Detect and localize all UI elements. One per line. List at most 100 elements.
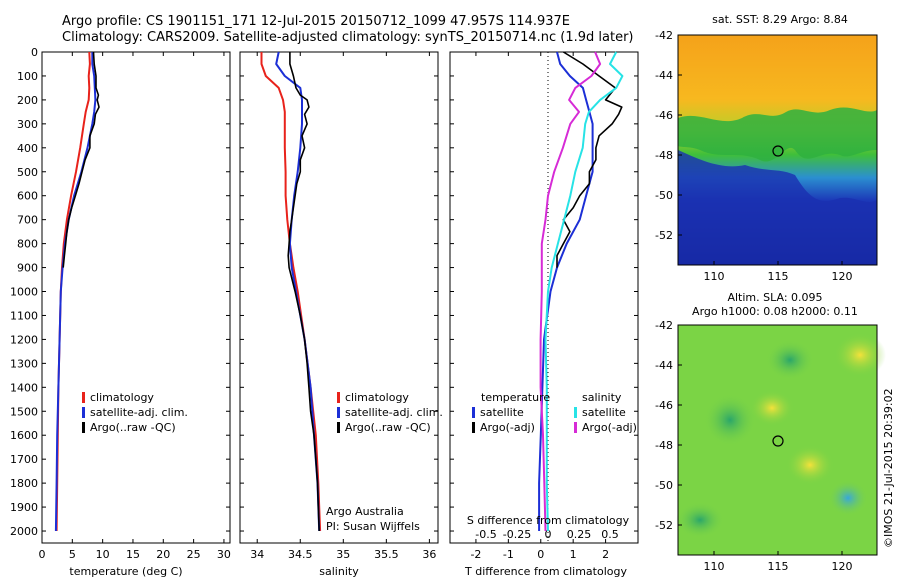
sla-low-anomaly (766, 340, 814, 380)
latitude-tick-label: -50 (655, 479, 673, 492)
legend-swatch-argo (82, 422, 85, 433)
legend-swatch-climatology (82, 392, 85, 403)
depth-tick-label: 1700 (10, 453, 38, 466)
x-tick-label: 0 (39, 548, 46, 561)
depth-tick-label: 1500 (10, 405, 38, 418)
sla-high-anomaly (786, 445, 834, 485)
legend-swatch-t-satellite (472, 407, 475, 418)
latitude-tick-label: -46 (655, 109, 673, 122)
sla-map-title-line1: Altim. SLA: 0.095 (727, 291, 822, 304)
longitude-tick-label: 110 (704, 560, 725, 573)
credit-organisation: Argo Australia (326, 505, 404, 518)
argo-position-marker (772, 435, 784, 447)
map-axis-ticks: -42 -44 -46 -48 -50 -52 110 115 120 -42 -44 -46 -48 -… (655, 29, 852, 573)
longitude-tick-label: 120 (832, 270, 853, 283)
legend-label-satellite: satellite-adj. clim. (90, 406, 188, 419)
latitude-tick-label: -52 (655, 519, 673, 532)
s-difference-tick-label: 0.5 (601, 528, 619, 541)
depth-tick-label: 2000 (10, 525, 38, 538)
series-line-satellite-adj-clim- (275, 51, 321, 532)
legend-swatch-s-argo (574, 422, 577, 433)
legend-header-salinity: salinity (582, 391, 622, 404)
sst-cold-water (678, 150, 877, 265)
depth-tick-label: 500 (17, 166, 38, 179)
series-line-salinity-satellite (544, 51, 624, 532)
s-difference-tick-label: 0.25 (567, 528, 592, 541)
x-tick-label: 34 (250, 548, 264, 561)
figure-title-line1: Argo profile: CS 1901151_171 12-Jul-2015… (62, 14, 571, 29)
x-tick-label: 5 (69, 548, 76, 561)
legend-label-climatology: climatology (90, 391, 154, 404)
depth-tick-label: 1000 (10, 286, 38, 299)
s-difference-axis-label: S difference from climatology (467, 514, 630, 527)
depth-tick-label: 1400 (10, 381, 38, 394)
salinity-legend: climatology satellite-adj. clim. Argo(..… (337, 391, 443, 434)
x-tick-label: -1 (503, 548, 514, 561)
sla-high-anomaly (750, 390, 794, 426)
latitude-tick-label: -44 (655, 359, 673, 372)
sla-low-anomaly (828, 480, 868, 516)
latitude-tick-label: -48 (655, 439, 673, 452)
copyright-stamp: ©IMOS 21-Jul-2015 20:39:02 (882, 388, 895, 548)
temperature-legend: climatology satellite-adj. clim. Argo(..… (82, 391, 188, 434)
legend-label-argo: Argo(..raw -QC) (345, 421, 431, 434)
sla-low-anomaly (704, 394, 756, 446)
x-tick-label: 15 (126, 548, 140, 561)
sla-low-anomaly (676, 502, 724, 538)
x-tick-label: 34.5 (288, 548, 313, 561)
argo-position-marker (772, 145, 784, 157)
x-tick-label: 35 (336, 548, 350, 561)
x-tick-label: 35.5 (374, 548, 399, 561)
x-tick-label: 20 (156, 548, 170, 561)
depth-tick-label: 1600 (10, 429, 38, 442)
depth-tick-label: 600 (17, 190, 38, 203)
longitude-tick-label: 110 (704, 270, 725, 283)
latitude-tick-label: -52 (655, 229, 673, 242)
sla-map-title-line2: Argo h1000: 0.08 h2000: 0.11 (692, 305, 858, 318)
depth-tick-label: 1800 (10, 477, 38, 490)
latitude-tick-label: -48 (655, 149, 673, 162)
salinity-axis-label: salinity (319, 565, 359, 578)
longitude-tick-label: 120 (832, 560, 853, 573)
sla-high-anomaly (834, 333, 886, 377)
sst-map-title: sat. SST: 8.29 Argo: 8.84 (712, 13, 848, 26)
legend-header-temperature: temperature (481, 391, 550, 404)
legend-swatch-satellite (337, 407, 340, 418)
depth-tick-label: 1300 (10, 357, 38, 370)
legend-swatch-satellite (82, 407, 85, 418)
depth-tick-label: 400 (17, 142, 38, 155)
s-difference-tick-label: 0 (545, 528, 552, 541)
s-difference-tick-label: -0.5 (475, 528, 496, 541)
legend-label-s-satellite: satellite (582, 406, 626, 419)
x-tick-label: 2 (602, 548, 609, 561)
series-line-argo-raw-qc- (62, 51, 100, 268)
series-line-temperature-satellite (538, 51, 594, 531)
profile-lines (54, 51, 624, 532)
x-tick-label: 36 (422, 548, 436, 561)
salinity-panel-frame (239, 51, 439, 544)
s-difference-tick-label: -0.25 (503, 528, 531, 541)
legend-label-t-argo: Argo(-adj) (480, 421, 535, 434)
x-tick-label: 10 (96, 548, 110, 561)
depth-tick-label: 1900 (10, 501, 38, 514)
figure-title-line2: Climatology: CARS2009. Satellite-adjuste… (62, 30, 634, 45)
legend-label-satellite: satellite-adj. clim. (345, 406, 443, 419)
x-tick-label: 30 (217, 548, 231, 561)
series-line-satellite-adj-clim- (54, 52, 97, 532)
t-difference-axis-label: T difference from climatology (464, 565, 627, 578)
depth-tick-label: 300 (17, 118, 38, 131)
sst-map (677, 34, 878, 266)
latitude-tick-label: -42 (655, 29, 673, 42)
longitude-tick-label: 115 (768, 270, 789, 283)
temperature-panel-frame (41, 51, 231, 544)
legend-label-argo: Argo(..raw -QC) (90, 421, 176, 434)
axis-ticks: 0100200300400500600700800900100011001200… (10, 46, 638, 561)
temperature-axis-label: temperature (deg C) (69, 565, 182, 578)
legend-swatch-s-satellite (574, 407, 577, 418)
sla-map (676, 324, 886, 556)
legend-label-s-argo: Argo(-adj) (582, 421, 637, 434)
depth-tick-label: 0 (31, 46, 38, 59)
legend-label-climatology: climatology (345, 391, 409, 404)
x-tick-label: 25 (187, 548, 201, 561)
